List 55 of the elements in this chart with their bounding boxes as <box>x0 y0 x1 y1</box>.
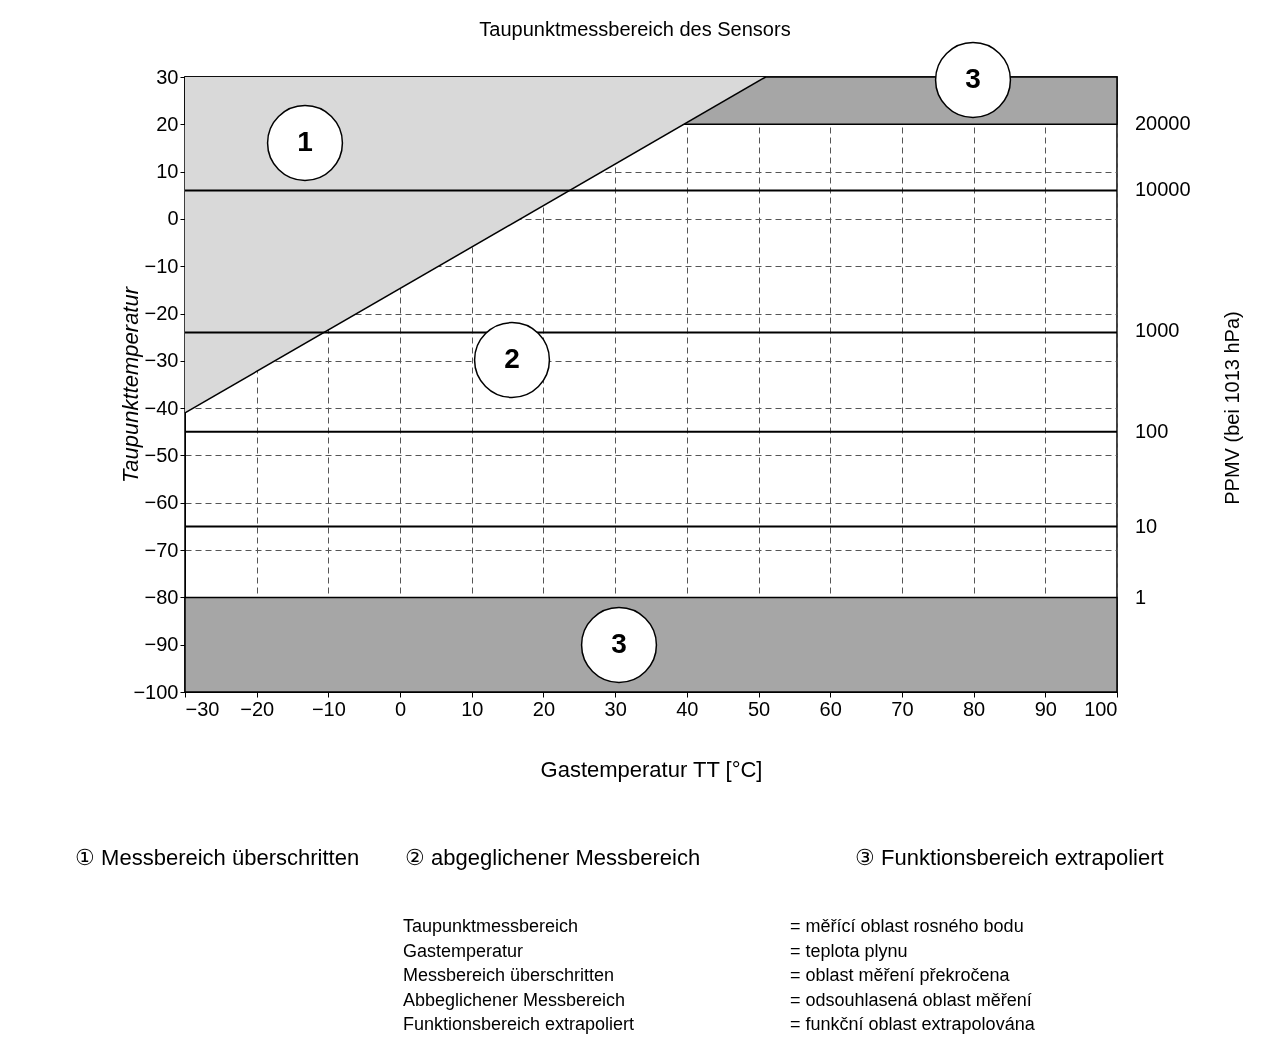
text: Funktionsbereich extrapoliert <box>403 1014 635 1034</box>
y-tick-label: −60 <box>144 491 179 514</box>
y-tick-label: −30 <box>144 349 179 372</box>
x-axis-title: Gastemperatur TT [°C] <box>540 756 763 782</box>
text: 20000 <box>1135 112 1191 134</box>
y-tick-label: −20 <box>144 302 179 325</box>
y-tick-label: 0 <box>167 207 179 230</box>
x-tick-label: 70 <box>891 697 914 720</box>
y-tick-label: −50 <box>144 443 179 466</box>
text: Abbeglichener Messbereich <box>403 989 626 1010</box>
annotation: 1 <box>297 126 313 157</box>
annotation: 3 <box>965 63 981 94</box>
text: ① Messbereich überschritten <box>75 845 360 870</box>
x-tick-label: 100 <box>1084 697 1118 720</box>
text: = odsouhlasená oblast měření <box>790 989 1032 1010</box>
text: = teplota plynu <box>790 940 908 961</box>
text: Messbereich überschritten <box>403 965 615 985</box>
x-tick-label: 40 <box>676 697 699 720</box>
x-tick-label: 50 <box>747 697 771 720</box>
x-tick-label: 90 <box>1034 697 1057 720</box>
text: PPMV (bei 1013 hPa) <box>1221 311 1243 505</box>
x-tick-label: 20 <box>532 697 556 720</box>
x-tick-label: 10 <box>461 697 484 720</box>
text: 10000 <box>1135 178 1191 200</box>
x-tick-label: −10 <box>311 697 346 720</box>
text: ③ Funktionsbereich extrapoliert <box>855 845 1164 870</box>
y-tick-label: −40 <box>144 396 179 419</box>
text: = měřící oblast rosného bodu <box>790 916 1024 936</box>
text: ② abgeglichener Messbereich <box>405 845 701 870</box>
x-tick-label: −20 <box>240 697 275 720</box>
text: 1000 <box>1135 319 1180 341</box>
y-tick-label: 10 <box>156 160 179 183</box>
y-tick-label: 20 <box>156 112 179 135</box>
text: = oblast měření překročena <box>790 965 1011 985</box>
y-tick-label: −100 <box>133 680 179 703</box>
text: 100 <box>1135 420 1169 442</box>
y-tick-label: −10 <box>144 254 179 277</box>
x-tick-label: 30 <box>604 697 627 720</box>
y-tick-label: 30 <box>156 65 179 88</box>
text: = funkční oblast extrapolována <box>790 1014 1036 1034</box>
text: 10 <box>1135 515 1158 537</box>
y-tick-label: −80 <box>144 585 179 608</box>
text: Taupunktmessbereich <box>403 916 579 936</box>
x-tick-label: 60 <box>819 697 842 720</box>
annotation: 2 <box>504 343 520 374</box>
y-axis-title: Taupunkttemperatur <box>118 285 144 484</box>
y-tick-label: −70 <box>144 538 179 561</box>
x-tick-label: −30 <box>185 697 220 720</box>
y-tick-label: −90 <box>144 633 179 656</box>
text: 1 <box>1135 586 1147 608</box>
text: Gastemperatur <box>403 940 524 961</box>
x-tick-label: 0 <box>395 697 407 720</box>
x-tick-label: 80 <box>962 697 986 720</box>
chart-title: Taupunktmessbereich des Sensors <box>479 18 791 40</box>
annotation: 3 <box>611 628 627 659</box>
